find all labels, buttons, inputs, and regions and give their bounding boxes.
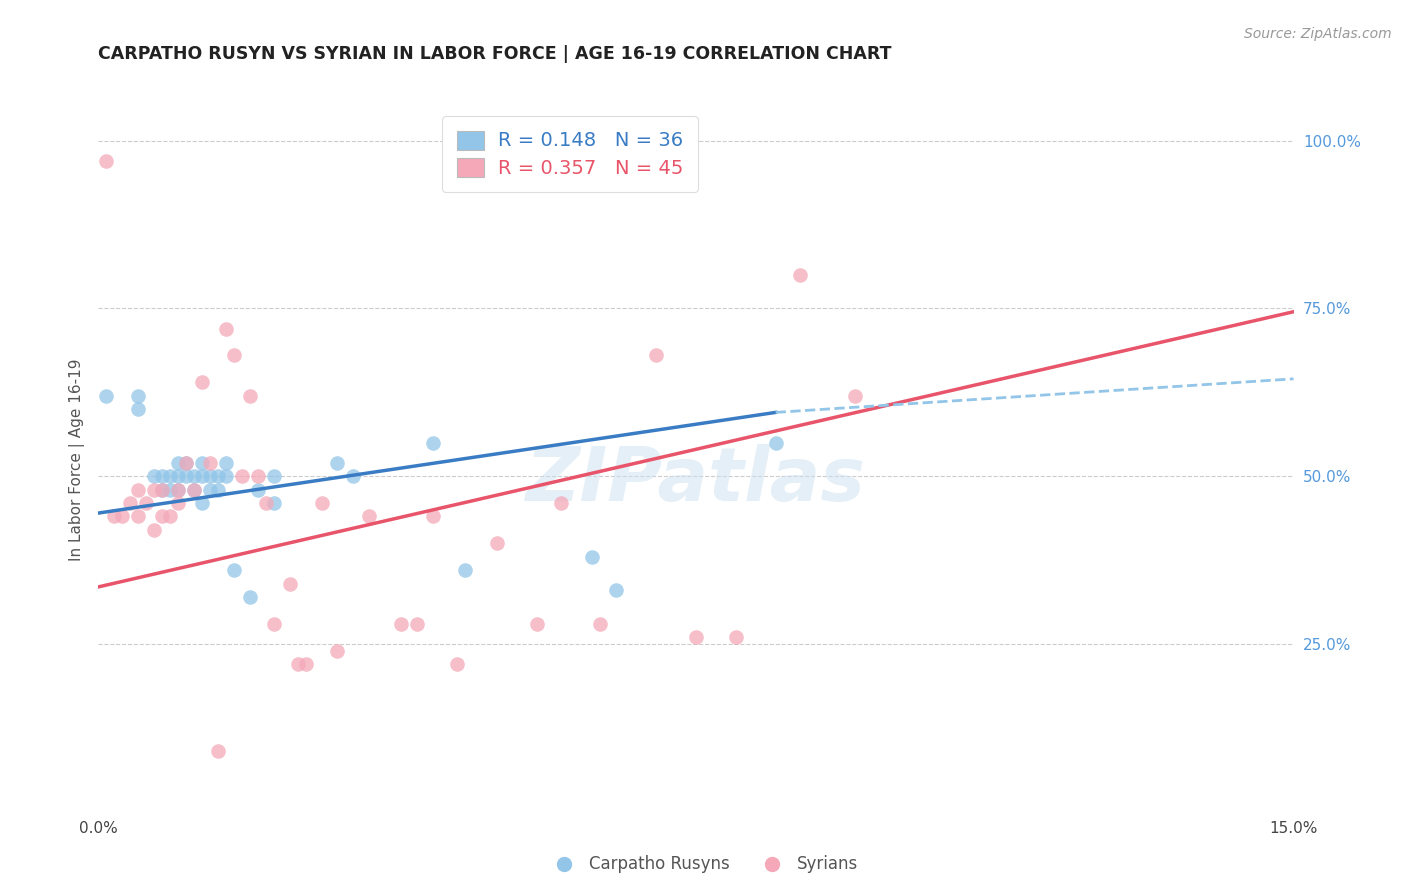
Point [589,616,612,631]
Point [645,348,668,362]
Point [326,456,349,470]
Point [120,496,142,510]
Point [191,375,214,389]
Point [246,469,269,483]
Legend: Carpatho Rusyns, Syrians: Carpatho Rusyns, Syrians [541,848,865,880]
Point [183,483,205,497]
Text: ZIPatlas: ZIPatlas [526,444,866,517]
Point [326,643,349,657]
Point [143,523,166,537]
Point [167,456,190,470]
Point [150,483,173,497]
Point [167,469,190,483]
Point [222,563,245,577]
Point [263,616,285,631]
Legend: R = 0.148   N = 36, R = 0.357   N = 45: R = 0.148 N = 36, R = 0.357 N = 45 [441,116,697,192]
Point [239,389,262,403]
Point [844,389,866,403]
Point [198,469,221,483]
Point [111,509,134,524]
Point [183,483,205,497]
Point [143,483,166,497]
Point [96,153,118,168]
Point [263,496,285,510]
Point [191,496,214,510]
Point [127,483,149,497]
Point [159,469,181,483]
Point [724,630,747,644]
Point [278,576,301,591]
Point [485,536,508,550]
Point [198,483,221,497]
Point [150,469,173,483]
Point [406,616,429,631]
Point [389,616,412,631]
Point [231,469,253,483]
Point [96,389,118,403]
Point [287,657,309,671]
Point [550,496,572,510]
Point [422,435,444,450]
Point [207,744,229,758]
Point [359,509,381,524]
Point [294,657,316,671]
Point [263,469,285,483]
Point [685,630,707,644]
Point [526,616,548,631]
Point [174,456,197,470]
Text: Source: ZipAtlas.com: Source: ZipAtlas.com [1244,27,1392,41]
Point [159,509,181,524]
Point [207,483,229,497]
Point [422,509,444,524]
Point [103,509,125,524]
Point [581,549,603,564]
Point [127,402,149,417]
Point [342,469,364,483]
Point [150,483,173,497]
Y-axis label: In Labor Force | Age 16-19: In Labor Force | Age 16-19 [69,358,84,561]
Point [446,657,468,671]
Point [605,583,627,598]
Point [454,563,477,577]
Text: CARPATHO RUSYN VS SYRIAN IN LABOR FORCE | AGE 16-19 CORRELATION CHART: CARPATHO RUSYN VS SYRIAN IN LABOR FORCE … [98,45,891,62]
Point [167,483,190,497]
Point [239,590,262,604]
Point [135,496,157,510]
Point [191,456,214,470]
Point [127,389,149,403]
Point [174,456,197,470]
Point [207,469,229,483]
Point [215,456,238,470]
Point [246,483,269,497]
Point [198,456,221,470]
Point [254,496,277,510]
Point [143,469,166,483]
Point [311,496,333,510]
Point [159,483,181,497]
Point [215,469,238,483]
Point [127,509,149,524]
Point [183,469,205,483]
Point [174,469,197,483]
Point [789,268,811,282]
Point [191,469,214,483]
Point [215,321,238,335]
Point [150,509,173,524]
Point [167,496,190,510]
Point [222,348,245,362]
Point [765,435,787,450]
Point [167,483,190,497]
